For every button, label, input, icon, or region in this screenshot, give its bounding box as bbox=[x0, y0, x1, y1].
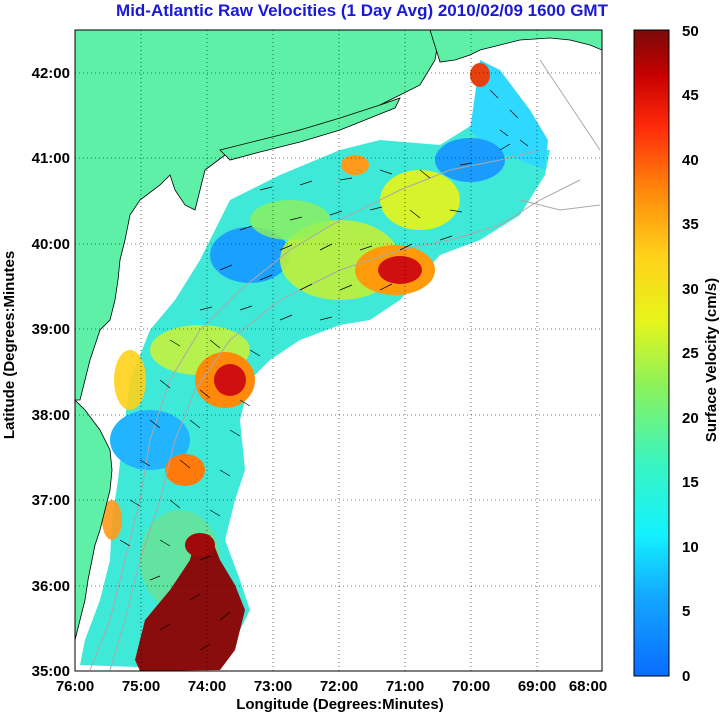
y-tick-label: 37:00 bbox=[32, 492, 70, 509]
colorbar-tick-label: 10 bbox=[682, 539, 699, 556]
x-tick-label: 76:00 bbox=[56, 678, 94, 695]
bathymetry-contours bbox=[89, 59, 601, 671]
y-tick-label: 42:00 bbox=[32, 65, 70, 82]
x-tick-label: 70:00 bbox=[452, 678, 490, 695]
x-tick-label: 69:00 bbox=[518, 678, 556, 695]
x-axis-label: Longitude (Degrees:Minutes) bbox=[236, 696, 444, 713]
velocity-arrows bbox=[119, 89, 529, 651]
x-axis-ticks: 76:00 75:00 74:00 73:00 72:00 71:00 70:0… bbox=[56, 678, 607, 695]
map-title: Mid-Atlantic Raw Velocities (1 Day Avg) … bbox=[116, 1, 608, 20]
colorbar-tick-label: 40 bbox=[682, 152, 699, 169]
y-tick-label: 36:00 bbox=[32, 578, 70, 595]
x-tick-label: 74:00 bbox=[188, 678, 226, 695]
x-tick-label: 71:00 bbox=[386, 678, 424, 695]
colorbar-tick-label: 5 bbox=[682, 603, 690, 620]
colorbar bbox=[633, 29, 670, 677]
colorbar-tick-label: 35 bbox=[682, 216, 699, 233]
y-tick-label: 38:00 bbox=[32, 407, 70, 424]
colorbar-tick-label: 25 bbox=[682, 345, 699, 362]
colorbar-tick-label: 15 bbox=[682, 474, 699, 491]
colorbar-label: Surface Velocity (cm/s) bbox=[703, 278, 720, 442]
colorbar-ticks: 0 5 10 15 20 25 30 35 40 45 50 bbox=[682, 23, 699, 685]
x-tick-label: 75:00 bbox=[122, 678, 160, 695]
y-axis-label: Latitude (Degrees:Minutes bbox=[1, 251, 18, 439]
grid-lines bbox=[75, 30, 602, 671]
plot-frame bbox=[74, 29, 603, 672]
colorbar-tick-label: 50 bbox=[682, 23, 699, 40]
x-tick-label: 68:00 bbox=[569, 678, 607, 695]
colorbar-tick-label: 30 bbox=[682, 281, 699, 298]
land bbox=[75, 30, 602, 641]
colorbar-tick-label: 0 bbox=[682, 668, 690, 685]
colorbar-tick-label: 20 bbox=[682, 410, 699, 427]
y-axis-ticks: 35:00 36:00 37:00 38:00 39:00 40:00 41:0… bbox=[32, 65, 70, 680]
x-tick-label: 72:00 bbox=[320, 678, 358, 695]
y-tick-label: 39:00 bbox=[32, 321, 70, 338]
y-tick-label: 41:00 bbox=[32, 150, 70, 167]
y-tick-label: 40:00 bbox=[32, 236, 70, 253]
velocity-field bbox=[80, 60, 550, 671]
x-tick-label: 73:00 bbox=[254, 678, 292, 695]
colorbar-tick-label: 45 bbox=[682, 87, 699, 104]
y-tick-label: 35:00 bbox=[32, 663, 70, 680]
